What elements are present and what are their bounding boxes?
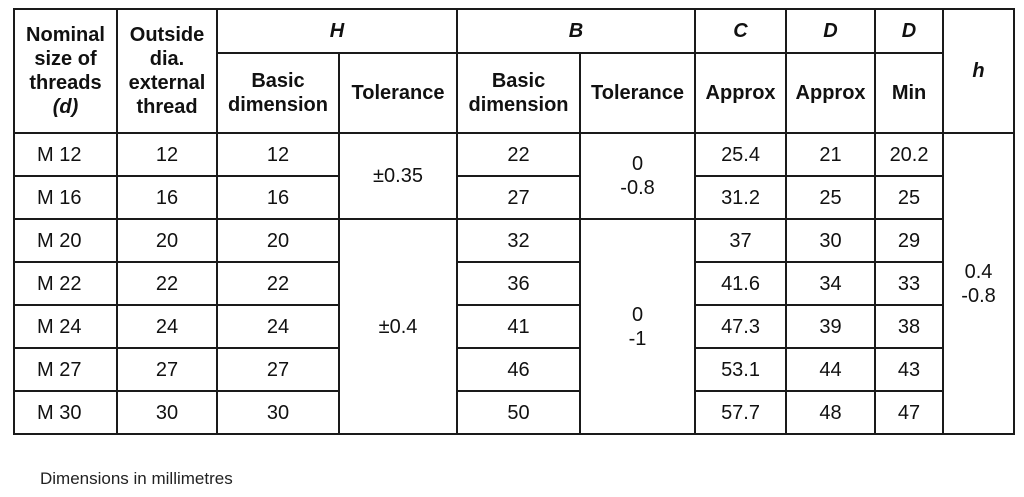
cell-h: 0.4 -0.8 — [942, 132, 1016, 435]
cell-B: 46 — [456, 347, 582, 392]
cell-size: M 27 — [13, 347, 118, 392]
cell-B: 50 — [456, 390, 582, 435]
cell-size: M 30 — [13, 390, 118, 435]
header-D-approx: Approx — [785, 52, 877, 134]
cell-C: 41.6 — [694, 261, 788, 306]
cell-C: 53.1 — [694, 347, 788, 392]
header-D-min-group: D — [874, 8, 945, 54]
table-row: M 12 12 12 ±0.35 22 0 -0.8 25.4 21 20.2 … — [13, 132, 1016, 435]
cell-outside: 16 — [116, 175, 218, 220]
cell-H-tolerance-a: ±0.35 — [337, 132, 459, 220]
cell-B-tolerance-a: 0 -0.8 — [579, 132, 697, 220]
cell-D-approx: 39 — [785, 304, 877, 349]
cell-D-min: 33 — [874, 261, 945, 306]
cell-outside: 20 — [116, 218, 218, 263]
table-row: M 16 16 16 27 31.2 25 25 — [13, 175, 1014, 220]
header-C-approx: Approx — [694, 52, 788, 134]
cell-outside: 27 — [116, 347, 218, 392]
cell-H: 16 — [216, 175, 340, 220]
cell-B: 36 — [456, 261, 582, 306]
header-nominal-text: Nominal size of threads — [26, 24, 105, 94]
cell-D-min: 25 — [874, 175, 945, 220]
cell-B: 27 — [456, 175, 582, 220]
header-B-tolerance: Tolerance — [579, 52, 697, 134]
header-h: h — [942, 8, 1016, 134]
cell-C: 57.7 — [694, 390, 788, 435]
table-row: M 24 24 24 41 47.3 39 38 — [13, 304, 1014, 349]
header-nominal-d: (d) — [52, 96, 79, 118]
cell-D-approx: 21 — [785, 132, 877, 177]
cell-B-tolerance-b: 0 -1 — [579, 218, 697, 435]
cell-H: 24 — [216, 304, 340, 349]
header-H: H — [215, 8, 459, 54]
table-row: M 22 22 22 36 41.6 34 33 — [13, 261, 1014, 306]
header-B: B — [456, 8, 697, 54]
table-row: M 20 20 20 ±0.4 32 0 -1 37 30 29 — [13, 218, 1014, 435]
cell-D-approx: 44 — [785, 347, 877, 392]
header-nominal-size: Nominal size of threads (d) — [13, 8, 118, 134]
cell-D-approx: 25 — [785, 175, 877, 220]
cell-C: 31.2 — [694, 175, 788, 220]
header-C: C — [694, 8, 788, 54]
cell-B: 22 — [456, 132, 582, 177]
cell-H: 22 — [216, 261, 340, 306]
cell-D-min: 20.2 — [874, 132, 945, 177]
dimension-table: Nominal size of threads (d) Outside dia.… — [13, 8, 1016, 435]
header-row-1: Nominal size of threads (d) Outside dia.… — [13, 8, 1016, 134]
cell-D-approx: 48 — [785, 390, 877, 435]
cell-H: 27 — [216, 347, 340, 392]
cell-B: 41 — [456, 304, 582, 349]
table-row: M 27 27 27 46 53.1 44 43 — [13, 347, 1014, 392]
cell-outside: 12 — [116, 132, 218, 177]
cell-size: M 12 — [13, 132, 118, 177]
header-D-approx-group: D — [785, 8, 877, 54]
cell-H: 20 — [216, 218, 340, 263]
dimension-table-wrapper: Nominal size of threads (d) Outside dia.… — [13, 8, 1016, 435]
header-D-min: Min — [874, 52, 945, 134]
cell-size: M 22 — [13, 261, 118, 306]
header-row-2: Basic dimension Tolerance Basic dimensio… — [14, 52, 1014, 134]
header-B-basic-dimension: Basic dimension — [456, 52, 582, 134]
cell-outside: 24 — [116, 304, 218, 349]
cell-outside: 30 — [116, 390, 218, 435]
cell-D-min: 38 — [874, 304, 945, 349]
cell-H: 12 — [216, 132, 340, 177]
cell-D-min: 29 — [874, 218, 945, 263]
header-H-basic-dimension: Basic dimension — [216, 52, 340, 134]
cell-H-tolerance-b: ±0.4 — [337, 218, 459, 435]
units-note: Dimensions in millimetres — [40, 469, 233, 488]
cell-D-min: 43 — [874, 347, 945, 392]
cell-H: 30 — [216, 390, 340, 435]
cell-B: 32 — [456, 218, 582, 263]
table-row: M 30 30 30 50 57.7 48 47 — [13, 390, 1014, 435]
header-H-tolerance: Tolerance — [337, 52, 459, 134]
cell-size: M 20 — [13, 218, 118, 263]
cell-C: 37 — [694, 218, 788, 263]
cell-C: 47.3 — [694, 304, 788, 349]
cell-size: M 24 — [13, 304, 118, 349]
cell-D-approx: 34 — [785, 261, 877, 306]
cell-outside: 22 — [116, 261, 218, 306]
cell-C: 25.4 — [694, 132, 788, 177]
cell-D-min: 47 — [874, 390, 945, 435]
cell-D-approx: 30 — [785, 218, 877, 263]
header-outside-dia: Outside dia. external thread — [116, 8, 218, 134]
cell-size: M 16 — [13, 175, 118, 220]
